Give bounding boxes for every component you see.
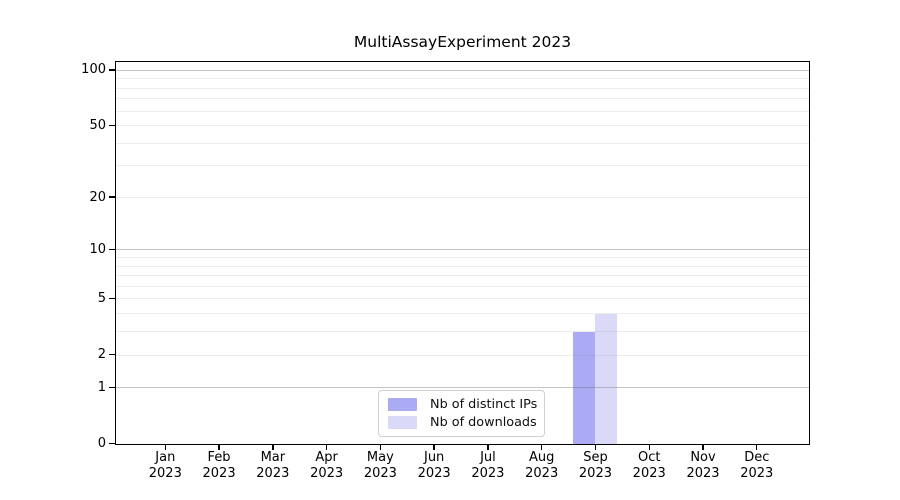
x-tick-label: Dec 2023 (740, 449, 774, 482)
gridline-minor (116, 285, 809, 287)
x-tick-mark (702, 445, 704, 450)
gridline-minor (116, 87, 809, 89)
grid-layer (116, 62, 809, 444)
gridline-minor (116, 257, 809, 259)
gridline-minor (116, 275, 809, 277)
y-tick-label: 0 (97, 436, 106, 452)
x-tick-mark (648, 445, 650, 450)
gridline-minor (116, 196, 809, 198)
plot-area (115, 61, 810, 445)
y-tick-label: 5 (97, 291, 106, 307)
y-tick-mark (109, 354, 115, 356)
y-tick-mark (109, 248, 115, 251)
x-tick-mark (433, 445, 435, 450)
gridline-minor (116, 125, 809, 126)
y-tick-label: 20 (89, 189, 106, 205)
x-tick-label: Feb 2023 (202, 449, 236, 482)
legend-label-downloads: Nb of downloads (430, 415, 537, 430)
x-tick-label: Jan 2023 (148, 449, 182, 482)
x-tick-mark (164, 445, 166, 450)
x-tick-label: May 2023 (363, 449, 397, 482)
x-tick-label: Oct 2023 (632, 449, 666, 482)
gridline-major (116, 69, 809, 71)
y-tick-label: 100 (81, 62, 106, 78)
y-tick-mark (109, 124, 115, 126)
legend: Nb of distinct IPs Nb of downloads (378, 390, 545, 437)
x-tick-label: Nov 2023 (686, 449, 720, 482)
legend-swatch-distinct-ips-icon (388, 398, 417, 411)
gridline-minor (116, 298, 809, 300)
gridline-minor (116, 165, 809, 167)
x-tick-mark (272, 445, 274, 450)
legend-label-distinct-ips: Nb of distinct IPs (430, 397, 538, 412)
gridline-major (116, 249, 809, 251)
y-tick-mark (109, 443, 115, 445)
gridline-minor (116, 265, 809, 267)
x-tick-label: Apr 2023 (310, 449, 344, 482)
y-tick-label: 10 (89, 242, 106, 257)
y-tick-label: 50 (89, 117, 106, 133)
gridline-minor (116, 142, 809, 144)
y-tick-mark (109, 297, 115, 300)
x-tick-mark (218, 445, 220, 450)
gridline-minor (116, 98, 809, 100)
gridline-minor (116, 78, 809, 80)
chart-title: MultiAssayExperiment 2023 (353, 33, 572, 51)
bar-distinct-ips (573, 331, 596, 444)
x-tick-label: Jun 2023 (417, 449, 451, 482)
x-tick-mark (325, 445, 328, 450)
gridline-minor (116, 354, 809, 356)
gridline-minor (116, 313, 809, 315)
legend-swatch-downloads-icon (388, 416, 417, 429)
y-tick-mark (109, 386, 115, 389)
bar-layer (116, 62, 809, 444)
y-tick-label: 1 (97, 380, 106, 396)
gridline-minor (116, 110, 809, 112)
y-tick-mark (109, 69, 115, 71)
gridline-major (116, 387, 809, 389)
x-tick-mark (594, 445, 597, 450)
legend-row-downloads: Nb of downloads (388, 415, 537, 430)
legend-row-distinct-ips: Nb of distinct IPs (388, 397, 538, 412)
gridline-minor (116, 331, 809, 333)
y-tick-label: 2 (97, 347, 106, 363)
x-tick-label: Sep 2023 (578, 449, 612, 482)
x-tick-label: Aug 2023 (525, 449, 559, 482)
x-tick-mark (756, 445, 758, 450)
bar-downloads (595, 313, 618, 444)
x-tick-mark (540, 445, 543, 450)
x-tick-label: Mar 2023 (256, 449, 290, 482)
x-tick-label: Jul 2023 (471, 449, 505, 482)
x-tick-mark (487, 445, 489, 450)
x-tick-mark (379, 445, 382, 450)
y-tick-mark (109, 196, 115, 198)
